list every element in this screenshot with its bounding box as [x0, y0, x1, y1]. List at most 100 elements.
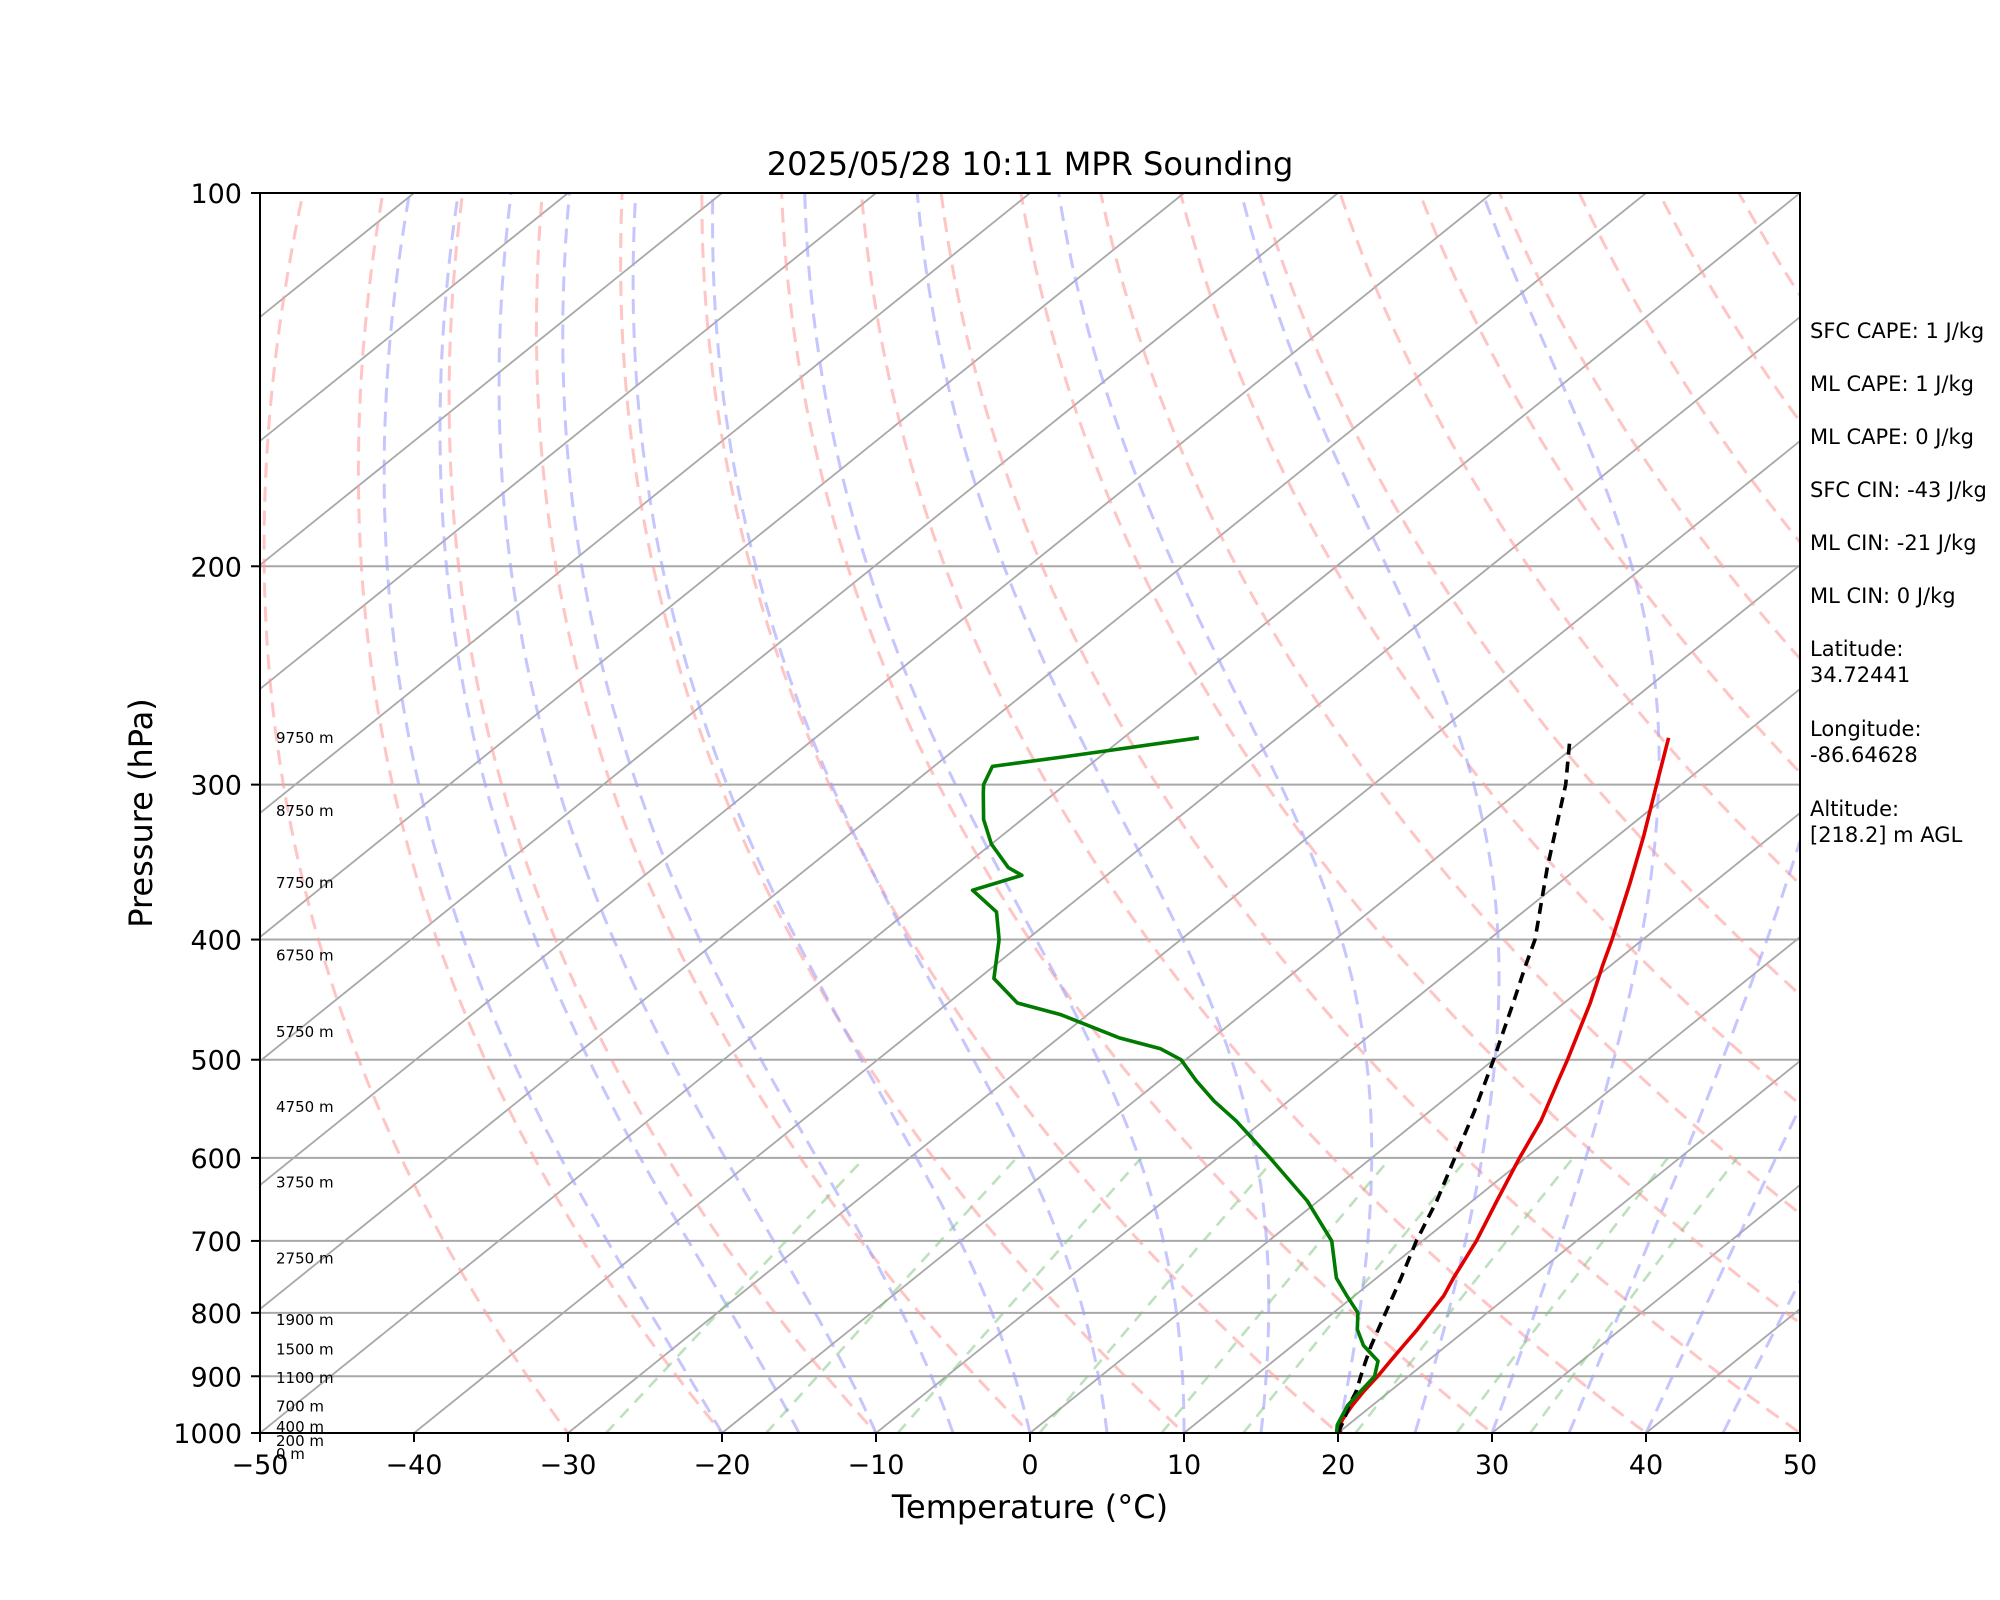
moist-adiabat-line	[382, 193, 724, 1433]
mixing-ratio-line	[1160, 1157, 1392, 1433]
dry-adiabat-line	[262, 193, 570, 1433]
sfc-cape-text: SFC CAPE: 1 J/kg	[1810, 319, 1985, 343]
dry-adiabat-line	[1019, 193, 1800, 1325]
grid-layer	[260, 193, 1800, 1433]
moist-adiabat-line	[497, 193, 878, 1433]
height-label: 1900 m	[276, 1311, 334, 1329]
longitude-label: Longitude:	[1810, 717, 1922, 741]
mixing-ratio-line	[765, 1157, 1018, 1433]
dry-adiabat-line	[356, 193, 724, 1433]
isotherm-line	[412, 315, 1800, 1433]
altitude-block: Altitude: [218.2] m AGL	[1810, 796, 2000, 848]
stats-panel: SFC CAPE: 1 J/kg ML CAPE: 1 J/kg ML CAPE…	[1810, 318, 2000, 876]
latitude-block: Latitude: 34.72441	[1810, 636, 2000, 688]
longitude-block: Longitude: -86.64628	[1810, 716, 2000, 768]
isotherm-line	[260, 193, 1340, 1063]
moist-adiabat-line	[803, 193, 1186, 1433]
x-tick-label: −20	[694, 1450, 751, 1481]
x-tick-label: −50	[232, 1450, 289, 1481]
y-tick-label: 200	[190, 552, 242, 583]
x-tick-label: 20	[1321, 1450, 1355, 1481]
y-axis-label: Pressure (hPa)	[122, 698, 160, 928]
height-label: 200 m	[276, 1432, 324, 1450]
x-tick-label: 40	[1629, 1450, 1663, 1481]
height-label: 2750 m	[276, 1249, 334, 1267]
height-label: 3750 m	[276, 1173, 334, 1191]
y-tick-label: 800	[190, 1299, 242, 1330]
moist-adiabat-line	[1721, 1277, 1800, 1433]
y-tick-label: 700	[190, 1227, 242, 1258]
mixing-ratio-line	[1455, 1157, 1669, 1433]
y-ticks: 100 200 300 400 500 600 700 800 900 1000	[173, 179, 260, 1450]
height-label: 6750 m	[276, 946, 334, 964]
isotherm-line	[260, 193, 1800, 1433]
mixing-ratio-line	[1038, 1157, 1277, 1433]
moist-adiabat-line	[561, 193, 955, 1433]
dry-adiabat-line	[1418, 193, 1800, 775]
ml-cape-text-2: ML CAPE: 0 J/kg	[1810, 425, 1975, 449]
parcel-profile-line	[1336, 737, 1572, 1433]
isotherm-line	[1490, 1183, 1800, 1433]
temperature-profile-line	[1336, 737, 1671, 1433]
x-tick-label: 10	[1167, 1450, 1201, 1481]
isotherm-line	[260, 193, 416, 319]
isotherm-line	[720, 563, 1800, 1433]
isotherm-line	[260, 193, 1186, 939]
height-label: 1100 m	[276, 1369, 334, 1387]
altitude-value: [218.2] m AGL	[1810, 823, 1963, 847]
isotherm-line	[1336, 1059, 1800, 1433]
isotherm-line	[566, 439, 1800, 1433]
y-tick-label: 100	[190, 179, 242, 210]
dry-adiabat-line	[1099, 193, 1800, 1216]
height-label: 700 m	[276, 1398, 324, 1416]
dry-adiabat-line	[1178, 193, 1800, 1107]
x-tick-label: 30	[1475, 1450, 1509, 1481]
moist-adiabat-line	[1481, 193, 1661, 1433]
dry-adiabat-line	[859, 193, 1649, 1433]
height-labels: 9750 m 8750 m 7750 m 6750 m 5750 m 4750 m 3750…	[276, 729, 334, 1463]
isotherm-line	[260, 193, 1648, 1311]
ml-cape-text: ML CAPE: 1 J/kg	[1810, 372, 1975, 396]
mixing-ratio-line	[1242, 1157, 1469, 1433]
mixing-ratio-line	[605, 1157, 866, 1433]
x-tick-label: 0	[1021, 1450, 1038, 1481]
height-label: 1500 m	[276, 1340, 334, 1358]
height-label: 0 m	[276, 1445, 305, 1463]
ml-cin-text-2: ML CIN: 0 J/kg	[1810, 584, 1956, 608]
moist-adiabat-line	[438, 193, 801, 1433]
dry-adiabat-line	[447, 193, 879, 1433]
latitude-label: Latitude:	[1810, 637, 1904, 661]
y-tick-label: 1000	[173, 1419, 242, 1450]
latitude-value: 34.72441	[1810, 663, 1911, 687]
isotherm-line	[260, 193, 878, 691]
dry-adiabat-line	[939, 193, 1800, 1433]
dry-adiabat-line	[534, 193, 1033, 1433]
x-tick-label: −30	[540, 1450, 597, 1481]
series-layer	[970, 736, 1671, 1433]
ml-cin-text: ML CIN: -21 J/kg	[1810, 531, 1977, 555]
moist-adiabat-line	[1057, 193, 1374, 1433]
x-tick-label: −40	[386, 1450, 443, 1481]
sfc-cin-text: SFC CIN: -43 J/kg	[1810, 478, 1987, 502]
y-tick-label: 900	[190, 1362, 242, 1393]
longitude-value: -86.64628	[1810, 743, 1918, 767]
moist-adiabat-line	[631, 193, 1032, 1433]
y-tick-label: 300	[190, 771, 242, 802]
mixing-ratio-line	[1354, 1157, 1575, 1433]
height-label: 4750 m	[276, 1098, 334, 1116]
y-tick-label: 500	[190, 1046, 242, 1077]
x-ticks: −50 −40 −30 −20 −10 0 10 20 30 40 50	[232, 1433, 1817, 1481]
dry-adiabat-line	[619, 193, 1187, 1433]
isotherm-line	[260, 193, 1494, 1187]
height-label: 7750 m	[276, 874, 334, 892]
y-tick-label: 400	[190, 926, 242, 957]
moist-adiabat-line	[915, 193, 1271, 1433]
moist-adiabat-line	[1239, 193, 1501, 1433]
dry-adiabat-line	[700, 193, 1341, 1433]
height-label: 5750 m	[276, 1023, 334, 1041]
chart-title: 2025/05/28 10:11 MPR Sounding	[767, 145, 1294, 183]
y-tick-label: 600	[190, 1144, 242, 1175]
moist-adiabat-line	[1567, 193, 1800, 1433]
mixing-ratio-line	[1529, 1157, 1739, 1433]
